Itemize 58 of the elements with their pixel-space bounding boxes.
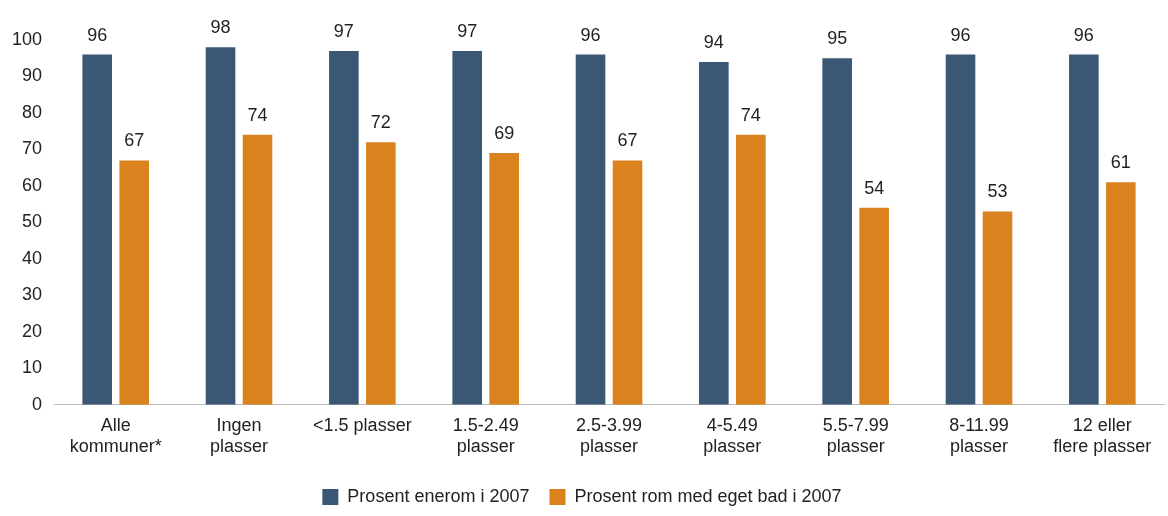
bar xyxy=(859,207,889,405)
data-label: 96 xyxy=(580,24,601,45)
data-label: 53 xyxy=(987,181,1008,202)
bar xyxy=(736,134,766,405)
bar xyxy=(945,54,976,405)
data-label: 61 xyxy=(1110,152,1131,173)
legend-label: Prosent enerom i 2007 xyxy=(347,485,530,506)
data-label: 96 xyxy=(87,24,108,45)
x-tick-label: Alle kommuner* xyxy=(69,414,162,457)
x-tick-label: 8-11.99 plasser xyxy=(949,414,1009,457)
bar xyxy=(452,50,482,405)
bar xyxy=(205,47,236,405)
data-label: 74 xyxy=(740,104,761,125)
x-tick-label: <1.5 plasser xyxy=(313,414,412,435)
y-tick-label: 50 xyxy=(22,211,43,232)
bar xyxy=(822,58,852,405)
bar xyxy=(575,54,606,405)
bar xyxy=(1069,54,1099,405)
x-tick-label: 12 eller flere plasser xyxy=(1053,414,1152,457)
bar xyxy=(982,211,1013,405)
data-label: 74 xyxy=(247,104,268,125)
y-tick-label: 60 xyxy=(22,174,43,195)
data-label: 97 xyxy=(457,20,478,41)
bar xyxy=(1106,182,1136,405)
bar xyxy=(699,61,729,405)
data-label: 69 xyxy=(494,123,515,144)
y-tick-label: 0 xyxy=(32,393,43,414)
y-tick-label: 100 xyxy=(11,28,43,49)
y-tick-label: 80 xyxy=(22,101,43,122)
y-tick-label: 20 xyxy=(22,320,43,341)
data-label: 94 xyxy=(703,31,724,52)
x-tick-label: Ingen plasser xyxy=(210,414,269,457)
y-tick-label: 70 xyxy=(22,138,43,159)
bar xyxy=(366,142,396,405)
data-label: 95 xyxy=(827,28,848,49)
bar xyxy=(612,160,643,405)
y-tick-label: 90 xyxy=(22,65,43,86)
bar xyxy=(329,50,359,405)
data-label: 72 xyxy=(370,112,391,133)
data-label: 96 xyxy=(1073,24,1094,45)
x-tick-label: 4-5.49 plasser xyxy=(703,414,762,457)
x-tick-label: 5.5-7.99 plasser xyxy=(822,414,889,457)
y-tick-label: 40 xyxy=(22,247,43,268)
bar xyxy=(119,160,149,405)
x-tick-label: 1.5-2.49 plasser xyxy=(452,414,519,457)
legend-label: Prosent rom med eget bad i 2007 xyxy=(574,485,842,506)
data-label: 67 xyxy=(617,130,638,151)
y-tick-label: 10 xyxy=(22,357,43,378)
data-label: 97 xyxy=(333,20,354,41)
bar xyxy=(489,153,519,405)
x-tick-label: 2.5-3.99 plasser xyxy=(575,414,643,457)
y-tick-label: 30 xyxy=(22,284,43,305)
data-label: 54 xyxy=(864,177,885,198)
data-label: 98 xyxy=(210,17,231,38)
bar xyxy=(82,54,112,405)
bar xyxy=(242,134,273,405)
data-label: 67 xyxy=(124,130,145,151)
data-label: 96 xyxy=(950,24,971,45)
